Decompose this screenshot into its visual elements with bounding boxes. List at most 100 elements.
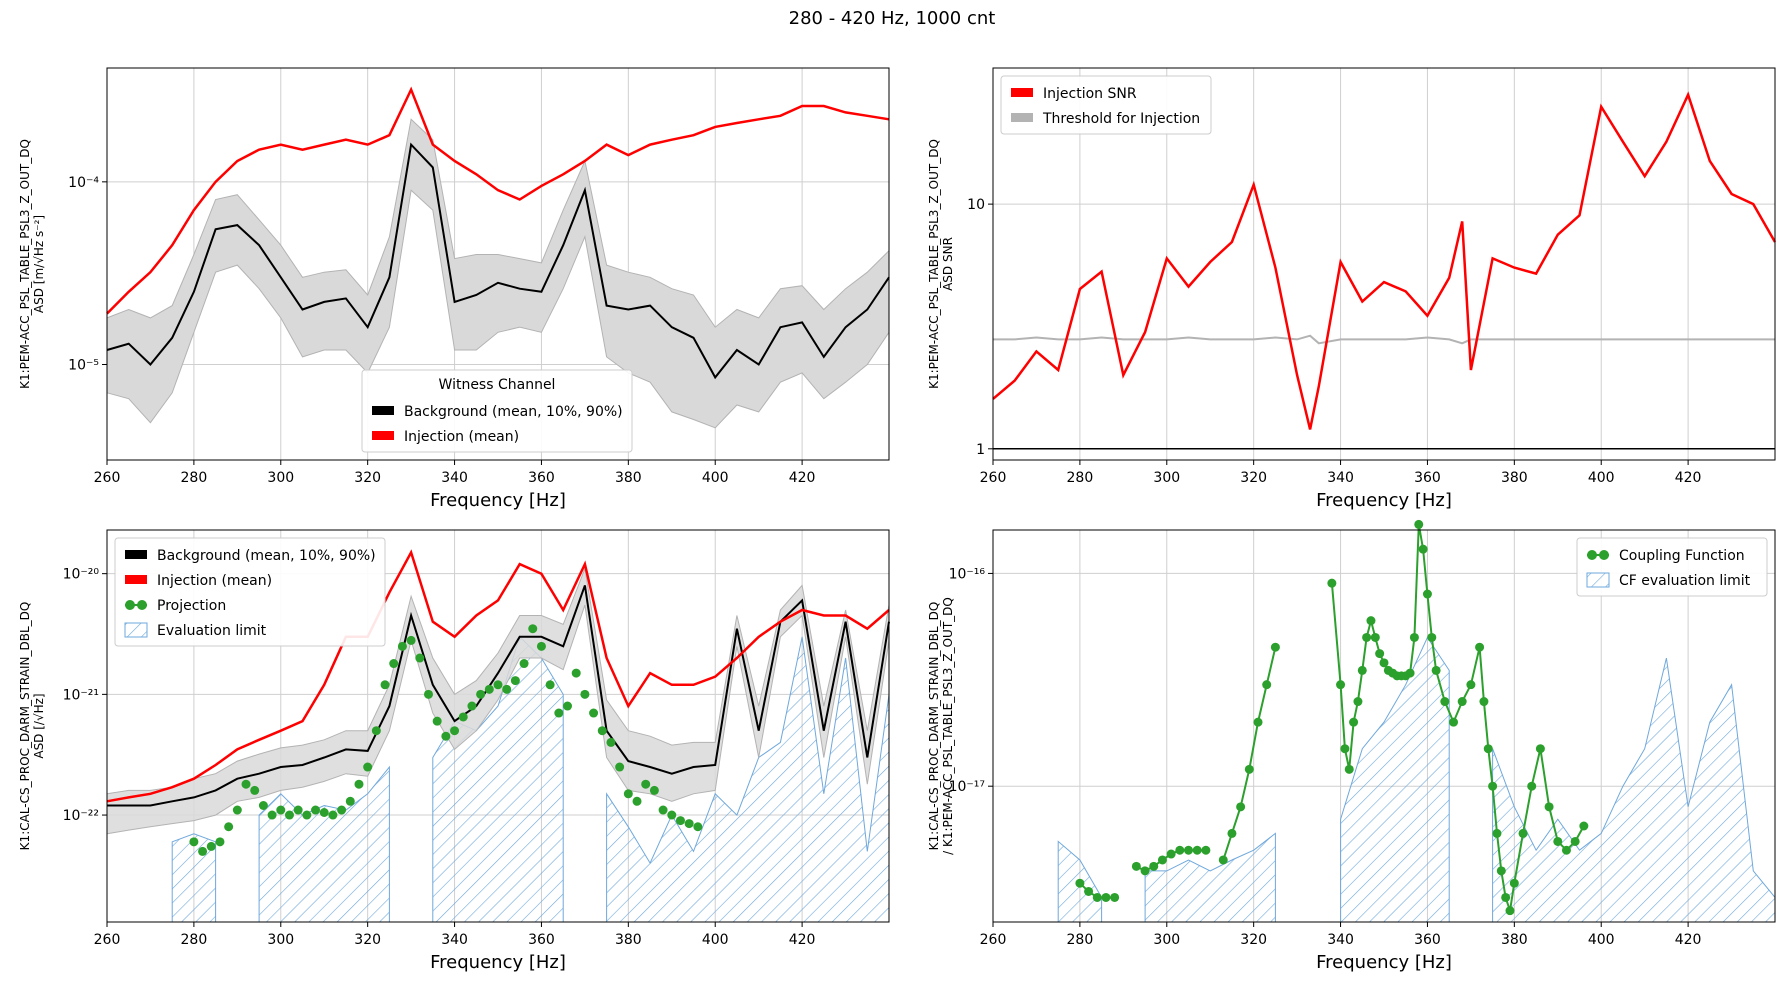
projection-point [215, 837, 225, 847]
coupling-function-point [1349, 717, 1359, 727]
projection-point [493, 680, 503, 690]
x-tick-label: 380 [1501, 470, 1528, 486]
projection-point [632, 796, 642, 806]
coupling-function-point [1505, 906, 1515, 916]
injection-mean-line [106, 86, 890, 315]
coupling-function-point [1379, 658, 1389, 668]
axes-frame [992, 529, 1776, 923]
chart-injection-snr: 260 280 300 320 340 360 380 400 420 1 10 Frequency … [927, 67, 1777, 511]
coupling-function-point [1370, 632, 1380, 642]
projection-point [380, 680, 390, 690]
projection-point [484, 684, 494, 694]
projection-point [528, 624, 538, 634]
coupling-function-point [1431, 665, 1441, 675]
projection-point [406, 635, 416, 645]
coupling-function-point [1353, 697, 1363, 707]
projection-point [441, 731, 451, 741]
legend-swatch [125, 575, 147, 584]
projection-point [563, 701, 573, 711]
projection-point [510, 676, 520, 686]
projection-point [450, 726, 460, 736]
legend-box [361, 369, 633, 453]
coupling-function-point [1344, 764, 1354, 774]
x-tick-label: 340 [441, 470, 468, 486]
projection-point [597, 726, 607, 736]
coupling-function-point [1327, 578, 1337, 588]
background-mean-line [106, 142, 890, 380]
legend-label: Background (mean, 10%, 90%) [157, 548, 376, 564]
coupling-function-point [1409, 632, 1419, 642]
axes-frame [106, 67, 890, 461]
x-axis-label: Frequency [Hz] [1316, 952, 1452, 973]
coupling-function-point [1414, 519, 1424, 529]
x-tick-label: 420 [1675, 932, 1702, 948]
legend-swatch [1586, 572, 1610, 588]
cf-evaluation-limit-area [1340, 636, 1450, 923]
projection-point [467, 701, 477, 711]
legend-box [114, 537, 386, 647]
x-tick-label: 320 [1240, 932, 1267, 948]
legend-label: Coupling Function [1619, 548, 1745, 564]
coupling-function-point [1362, 632, 1372, 642]
projection-point [224, 822, 234, 832]
y-tick-label: 10⁻²² [63, 808, 99, 824]
x-tick-label: 340 [1327, 932, 1354, 948]
projection-point [423, 689, 433, 699]
legend-marker [1587, 550, 1597, 560]
coupling-function-point [1405, 668, 1415, 678]
projection-point [458, 712, 468, 722]
x-tick-label: 420 [1675, 470, 1702, 486]
coupling-function-point [1340, 744, 1350, 754]
projection-point [580, 689, 590, 699]
legend-label: Injection (mean) [157, 573, 272, 589]
coupling-function-point [1236, 802, 1246, 812]
projection-point [328, 810, 338, 820]
y-axis-label: K1:PEM-ACC_PSL_TABLE_PSL3_Z_OUT_DQ [927, 139, 941, 389]
y-tick-label: 10⁻²⁰ [63, 567, 100, 583]
projection-point [476, 689, 486, 699]
projection-point [623, 789, 633, 799]
projection-point [241, 779, 251, 789]
coupling-function-point [1479, 697, 1489, 707]
x-tick-label: 420 [789, 932, 816, 948]
injection-snr-line [992, 91, 1777, 430]
injection-mean-line [106, 549, 890, 803]
projection-point [337, 805, 347, 815]
legend-box [1576, 537, 1768, 597]
y-tick-label: 10⁻¹⁷ [949, 779, 985, 795]
coupling-function-point [1418, 544, 1428, 554]
y-axis-sublabel: ASD SNR [941, 237, 955, 291]
x-tick-label: 280 [1067, 932, 1094, 948]
cf-evaluation-limit-area [1144, 832, 1276, 923]
coupling-function-point [1149, 861, 1159, 871]
coupling-function-point [1244, 764, 1254, 774]
threshold-line [993, 334, 1775, 345]
coupling-function-point [1253, 717, 1263, 727]
x-tick-label: 320 [1240, 470, 1267, 486]
coupling-function-point [1440, 697, 1450, 707]
legend-label: CF evaluation limit [1619, 573, 1751, 589]
projection-point [354, 779, 364, 789]
y-axis-sublabel: ASD [m/√Hz s⁻²] [32, 215, 46, 313]
projection-point [554, 708, 564, 718]
projection-point [198, 846, 208, 856]
coupling-function-point [1501, 892, 1511, 902]
x-tick-label: 420 [789, 470, 816, 486]
coupling-function-point [1201, 845, 1211, 855]
y-axis-label: K1:PEM-ACC_PSL_TABLE_PSL3_Z_OUT_DQ [18, 139, 32, 389]
projection-point [667, 810, 677, 820]
projection-point [684, 819, 694, 829]
projection-point [302, 810, 312, 820]
coupling-function-point [1131, 861, 1141, 871]
x-tick-label: 400 [1588, 470, 1615, 486]
axes-frame [106, 529, 890, 923]
x-tick-label: 360 [1414, 470, 1441, 486]
coupling-function-point [1427, 632, 1437, 642]
legend-label: Background (mean, 10%, 90%) [404, 404, 623, 420]
y-tick-label: 10⁻⁴ [68, 175, 99, 191]
x-tick-label: 260 [980, 932, 1007, 948]
coupling-function-point [1466, 680, 1476, 690]
coupling-function-point [1483, 744, 1493, 754]
legend: Background (mean, 10%, 90%) Injection (me… [114, 537, 386, 647]
